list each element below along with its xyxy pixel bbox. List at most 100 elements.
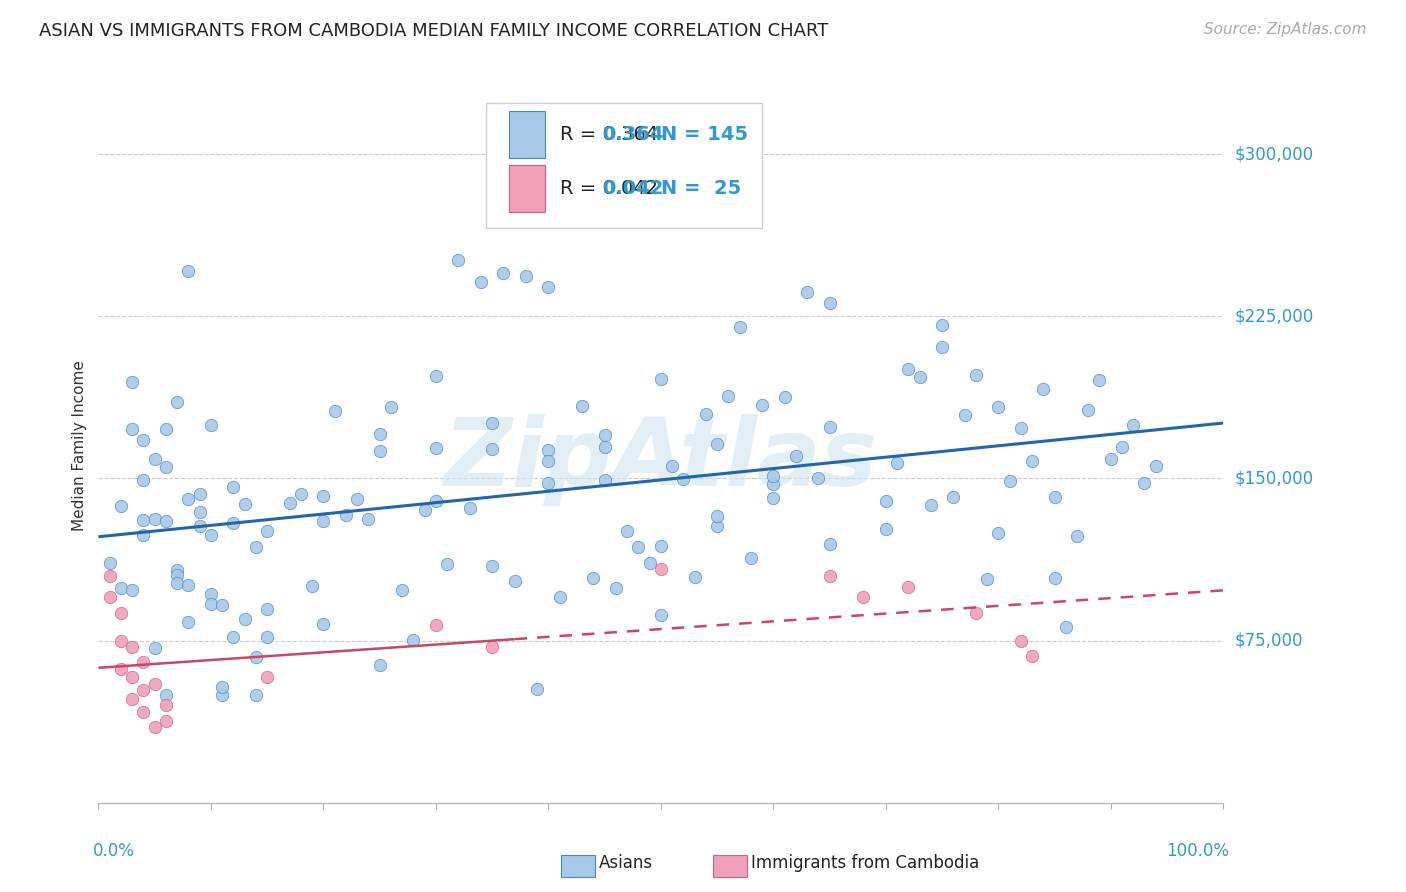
Point <box>121 670 143 684</box>
Point <box>312 514 335 528</box>
Point <box>200 528 222 542</box>
Point <box>1043 571 1066 585</box>
Point <box>391 582 413 597</box>
Point <box>245 540 267 554</box>
Point <box>368 444 391 458</box>
Point <box>537 443 560 458</box>
Point <box>818 537 841 551</box>
Point <box>143 720 166 734</box>
Point <box>200 597 222 611</box>
Point <box>740 551 762 566</box>
Point <box>290 487 312 501</box>
Point <box>773 391 796 405</box>
Point <box>425 618 447 632</box>
Point <box>121 640 143 654</box>
Point <box>380 400 402 414</box>
Point <box>110 633 132 648</box>
Point <box>1077 403 1099 417</box>
Point <box>503 574 526 588</box>
Point <box>672 472 695 486</box>
Point <box>706 519 728 533</box>
Point <box>245 688 267 702</box>
Text: R = 0.042: R = 0.042 <box>560 179 658 198</box>
Point <box>143 451 166 466</box>
Point <box>762 477 785 491</box>
Point <box>436 557 458 571</box>
Text: N =  25: N = 25 <box>661 179 741 198</box>
Point <box>931 340 953 354</box>
Point <box>526 681 548 696</box>
Point <box>953 408 976 422</box>
Point <box>976 572 998 586</box>
Point <box>143 677 166 691</box>
Point <box>481 442 503 457</box>
Point <box>121 422 143 436</box>
Point <box>188 519 211 533</box>
Point <box>312 616 335 631</box>
Point <box>1133 475 1156 490</box>
Point <box>605 581 627 595</box>
Point <box>875 494 897 508</box>
Point <box>402 633 425 648</box>
Point <box>638 556 661 570</box>
Point <box>245 650 267 665</box>
Point <box>458 500 481 515</box>
Point <box>1066 529 1088 543</box>
Point <box>188 505 211 519</box>
Point <box>1032 382 1054 396</box>
Point <box>818 568 841 582</box>
Point <box>132 434 155 448</box>
Point <box>98 591 121 605</box>
Point <box>155 714 177 728</box>
Point <box>987 401 1010 415</box>
Point <box>166 568 188 582</box>
Point <box>155 422 177 436</box>
Point <box>683 570 706 584</box>
Point <box>1010 633 1032 648</box>
Point <box>177 264 200 278</box>
Point <box>560 207 582 221</box>
Text: 0.042: 0.042 <box>602 179 664 198</box>
Text: Source: ZipAtlas.com: Source: ZipAtlas.com <box>1204 22 1367 37</box>
Point <box>650 539 672 553</box>
Point <box>155 688 177 702</box>
Text: ASIAN VS IMMIGRANTS FROM CAMBODIA MEDIAN FAMILY INCOME CORRELATION CHART: ASIAN VS IMMIGRANTS FROM CAMBODIA MEDIAN… <box>39 22 828 40</box>
Point <box>222 630 245 644</box>
Point <box>1021 648 1043 663</box>
Text: Asians: Asians <box>599 855 652 872</box>
Point <box>492 266 515 280</box>
Point <box>650 371 672 385</box>
Point <box>965 606 987 620</box>
Point <box>661 459 683 474</box>
Point <box>256 602 278 616</box>
Point <box>233 497 256 511</box>
Point <box>132 705 155 719</box>
Point <box>1111 440 1133 454</box>
Point <box>143 640 166 655</box>
Point <box>1088 373 1111 387</box>
Point <box>785 449 807 463</box>
Point <box>110 499 132 513</box>
Point <box>188 486 211 500</box>
Text: 100.0%: 100.0% <box>1166 842 1229 860</box>
Point <box>481 416 503 430</box>
Point <box>200 587 222 601</box>
Point <box>998 474 1021 488</box>
Text: $225,000: $225,000 <box>1234 307 1313 326</box>
Point <box>425 442 447 456</box>
Point <box>132 473 155 487</box>
Point <box>481 640 503 654</box>
Text: $75,000: $75,000 <box>1234 632 1303 649</box>
Point <box>762 491 785 506</box>
Point <box>920 498 942 512</box>
Point <box>368 657 391 672</box>
Point <box>278 496 301 510</box>
Point <box>818 296 841 310</box>
Point <box>1021 454 1043 468</box>
Point <box>515 268 537 283</box>
Text: 0.364: 0.364 <box>602 126 664 145</box>
Point <box>222 516 245 530</box>
Point <box>886 456 908 470</box>
Point <box>897 580 920 594</box>
Text: R = 0.364: R = 0.364 <box>560 126 658 145</box>
